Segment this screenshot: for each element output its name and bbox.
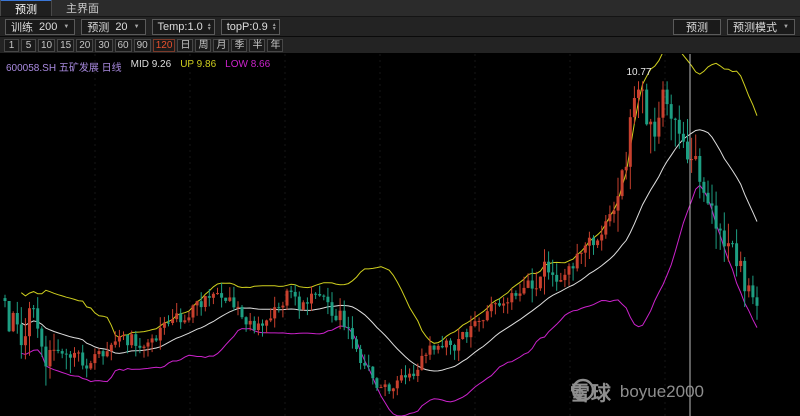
period-item[interactable]: 周 <box>195 38 212 52</box>
tab-bar: 预测 主界面 <box>0 0 800 17</box>
predict-label: 预测 <box>87 21 110 34</box>
predict-mode-combobox[interactable]: 预测模式 ▼ <box>727 18 795 35</box>
period-item[interactable]: 10 <box>38 38 56 52</box>
period-item[interactable]: 20 <box>76 38 94 52</box>
bollinger-lower-band <box>21 184 758 416</box>
period-item[interactable]: 30 <box>95 38 113 52</box>
train-label: 训练 <box>11 21 33 34</box>
peak-price-label: 10.77 <box>626 67 652 79</box>
chevron-down-icon: ▼ <box>783 23 789 30</box>
tab-forecast[interactable]: 预测 <box>0 0 52 16</box>
period-item[interactable]: 年 <box>267 38 284 52</box>
price-chart[interactable] <box>0 54 800 416</box>
temp-value: 1.0 <box>187 20 203 33</box>
predict-steps-combobox[interactable]: 预测 20 ▼ <box>81 18 146 35</box>
train-value: 200 <box>39 20 58 33</box>
period-item[interactable]: 120 <box>152 38 176 52</box>
legend-low: LOW 8.66 <box>225 59 271 70</box>
legend-mid: MID 9.26 <box>130 59 172 70</box>
period-item[interactable]: 90 <box>133 38 151 52</box>
spinner-arrows-icon[interactable]: ▲ ▼ <box>271 21 277 32</box>
period-item[interactable]: 日 <box>177 38 194 52</box>
predict-value: 20 <box>115 20 128 33</box>
train-steps-combobox[interactable]: 训练 200 ▼ <box>5 18 76 35</box>
temp-label: Temp: <box>157 20 188 33</box>
legend-up: UP 9.86 <box>180 59 217 70</box>
period-item[interactable]: 半 <box>249 38 266 52</box>
watermark-username: boyue2000 <box>619 381 704 401</box>
predict-mode-value: 预测模式 <box>733 21 778 34</box>
watermark: 雪球 boyue2000 <box>570 377 704 406</box>
candles <box>3 81 759 399</box>
period-item[interactable]: 15 <box>57 38 75 52</box>
topp-spinbox[interactable]: topP:0.9 ▲ ▼ <box>220 18 280 35</box>
period-item[interactable]: 月 <box>213 38 230 52</box>
chart-area: 600058.SH 五矿发展 日线 MID 9.26 UP 9.86 LOW 8… <box>0 54 800 416</box>
xueqiu-logo-icon <box>571 378 595 402</box>
tab-main-interface[interactable]: 主界面 <box>66 3 99 15</box>
toolbar: 训练 200 ▼ 预测 20 ▼ Temp:1.0 ▲ ▼ topP:0.9 ▲ ▼… <box>0 17 800 37</box>
chevron-down-icon: ▼ <box>133 23 140 30</box>
period-item[interactable]: 1 <box>4 38 19 52</box>
period-bar: 1 5 10 15 20 30 60 90 120 日 周 月 季 半 年 <box>0 37 800 54</box>
legend-symbol: 600058.SH 五矿发展 日线 <box>6 63 122 74</box>
chevron-down-icon: ▼ <box>63 23 70 30</box>
predict-button[interactable]: 预测 <box>673 18 722 35</box>
period-item[interactable]: 60 <box>114 38 132 52</box>
topp-value: 0.9 <box>252 20 268 33</box>
period-item[interactable]: 5 <box>21 38 36 52</box>
spinner-arrows-icon[interactable]: ▲ ▼ <box>206 21 212 32</box>
period-item[interactable]: 季 <box>231 38 248 52</box>
temperature-spinbox[interactable]: Temp:1.0 ▲ ▼ <box>151 18 215 35</box>
topp-label: topP: <box>226 20 253 33</box>
chart-legend: 600058.SH 五矿发展 日线 MID 9.26 UP 9.86 LOW 8… <box>6 59 270 74</box>
